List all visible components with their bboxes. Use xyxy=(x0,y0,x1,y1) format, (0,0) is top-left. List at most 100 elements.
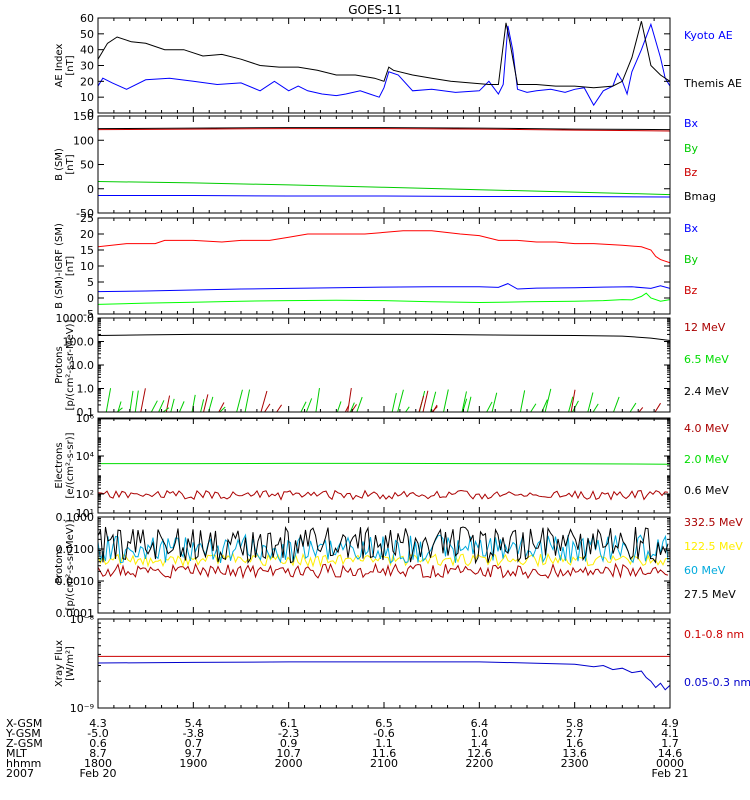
y-tick-label: -50 xyxy=(76,207,94,220)
series-by xyxy=(98,292,670,305)
y-axis-label: Protons[p/(cm²-s-sr-MeV)] xyxy=(54,519,76,610)
panel-frame xyxy=(97,618,671,709)
y-axis-label: AE Index[nT] xyxy=(54,43,76,87)
y-tick-label: 0 xyxy=(87,107,94,120)
footer-cell: 2.7 xyxy=(566,727,584,740)
footer-cell: 6.4 xyxy=(471,717,489,730)
protons-noise-tick xyxy=(264,403,271,412)
panel-3-data xyxy=(98,230,670,305)
protons-noise-tick xyxy=(200,399,205,412)
panel-frame xyxy=(97,317,671,413)
legend-entry: By xyxy=(684,253,699,266)
series-0-05-0-3-nm xyxy=(98,661,670,691)
y-tick-label: 100 xyxy=(73,134,94,147)
y-tick-label: 0 xyxy=(87,183,94,196)
protons-noise-tick xyxy=(315,387,320,412)
series-4-0-mev xyxy=(98,489,669,501)
footer-cell: 0.6 xyxy=(89,737,107,750)
protons-noise-tick xyxy=(219,406,226,412)
panel-5-data xyxy=(98,418,670,501)
series-kyoto-ae xyxy=(98,22,670,107)
legend-entry: 0.05-0.3 nm xyxy=(684,676,750,689)
legend-entry: Bx xyxy=(684,117,699,130)
legend-entry: 2.0 MeV xyxy=(684,453,729,466)
y-tick-label: 0.1000 xyxy=(56,511,95,524)
footer-cell: -2.3 xyxy=(278,727,299,740)
protons-noise-tick xyxy=(654,402,661,412)
legend-entry: Bz xyxy=(684,166,698,179)
y-tick-label: 60 xyxy=(80,12,94,25)
footer-cell: 2300 xyxy=(561,757,589,770)
protons-noise-tick xyxy=(336,401,342,412)
high-energy-proton-trace xyxy=(98,533,669,564)
y-tick-label: 10² xyxy=(76,488,94,501)
series-themis-ae xyxy=(98,21,670,89)
y-tick-label: 0 xyxy=(87,292,94,305)
protons-noise-tick xyxy=(638,407,644,412)
legend-entry: 2.4 MeV xyxy=(684,385,729,398)
protons-noise-tick xyxy=(466,396,472,412)
y-tick-label: 50 xyxy=(80,28,94,41)
y-tick-label: 50 xyxy=(80,159,94,172)
protons-noise-tick xyxy=(344,405,350,412)
footer-row-label: Y-GSM xyxy=(5,727,41,740)
series-bmag xyxy=(98,127,670,131)
protons-noise-tick xyxy=(105,388,112,412)
panel-7: 10⁻⁹ 10⁻⁸ Xray Flux[W/m²] 0.1-0.8 nm 0.05-0.… xyxy=(54,613,750,715)
y-tick-label: 0.0010 xyxy=(56,575,95,588)
protons-noise-tick xyxy=(430,391,437,412)
legend-entry: 6.5 MeV xyxy=(684,353,729,366)
protons-noise-tick xyxy=(349,402,355,412)
footer-cell: Feb 20 xyxy=(80,767,117,780)
footer-cell: 5.4 xyxy=(185,717,203,730)
legend-entry: By xyxy=(684,142,699,155)
panel-4: 0.1 1.0 10.0 100.0 1000.0Protons[p/(cm²-s-sr… xyxy=(54,312,729,419)
panel-frame xyxy=(97,417,671,514)
y-tick-label: 40 xyxy=(80,44,94,57)
legend-entry: Themis AE xyxy=(683,77,742,90)
protons-noise-tick xyxy=(461,391,467,412)
protons-noise-tick xyxy=(162,407,170,412)
y-tick-label: 15 xyxy=(80,244,94,257)
legend-entry: Bz xyxy=(684,284,698,297)
high-energy-proton-trace xyxy=(98,562,669,580)
footer-cell: 14.6 xyxy=(658,747,683,760)
footer-cell: 1.0 xyxy=(471,727,489,740)
protons-noise-tick xyxy=(170,398,175,412)
legend-entry: 0.1-0.8 nm xyxy=(684,628,744,641)
footer-cell: 6.5 xyxy=(375,717,393,730)
panel-2-data xyxy=(98,127,670,198)
legend-entry: Bmag xyxy=(684,190,716,203)
protons-noise-tick xyxy=(568,396,574,412)
footer-cell: 4.3 xyxy=(89,717,107,730)
protons-noise-tick xyxy=(347,388,352,412)
footer-cell: 4.1 xyxy=(661,727,679,740)
protons-noise-tick xyxy=(129,390,134,412)
series-bx xyxy=(98,195,670,198)
y-tick-label: 10¹ xyxy=(76,507,94,520)
footer-cell: 4.9 xyxy=(661,717,679,730)
legend-entry: 27.5 MeV xyxy=(684,588,736,601)
footer-cell: 1.1 xyxy=(375,737,393,750)
protons-noise-tick xyxy=(572,400,579,412)
series-2-0-mev xyxy=(98,462,670,465)
protons-noise-tick xyxy=(418,395,425,412)
protons-noise-tick xyxy=(530,403,537,412)
protons-noise-tick xyxy=(203,394,209,412)
footer-cell: -5.0 xyxy=(87,727,108,740)
series-bz xyxy=(98,230,670,264)
panel-4-data xyxy=(98,333,670,412)
protons-noise-tick xyxy=(592,403,599,412)
y-tick-label: 20 xyxy=(80,228,94,241)
legend-entry: 122.5 MeV xyxy=(684,540,743,553)
y-tick-label: 10 xyxy=(80,91,94,104)
protons-noise-tick xyxy=(244,389,251,412)
footer-row-label: MLT xyxy=(6,747,27,760)
plot-title: GOES-11 xyxy=(348,3,402,17)
footer-cell: 1.4 xyxy=(471,737,489,750)
series-by xyxy=(98,181,670,196)
y-tick-label: 30 xyxy=(80,60,94,73)
y-tick-label: 10 xyxy=(80,260,94,273)
protons-noise-tick xyxy=(260,390,268,412)
protons-noise-tick xyxy=(305,398,313,412)
